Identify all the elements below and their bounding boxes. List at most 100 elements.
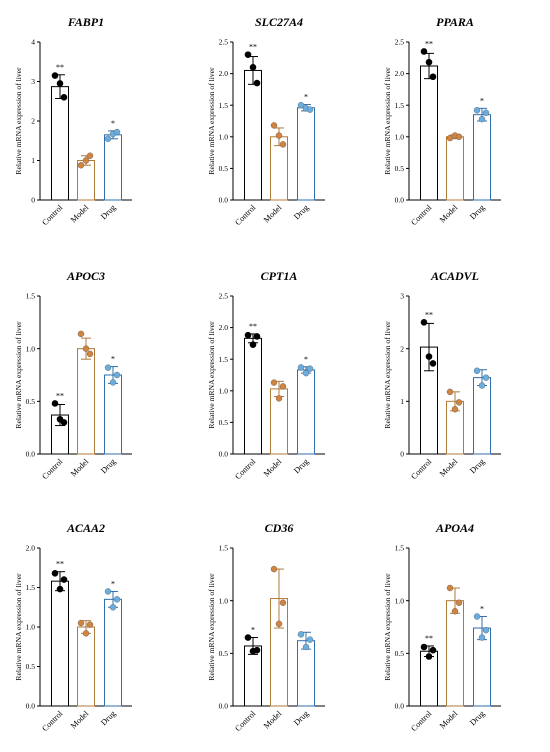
x-tick-label: Control (40, 457, 65, 482)
significance-marker: * (480, 604, 484, 613)
data-point (482, 374, 490, 381)
data-point (82, 157, 90, 164)
bar-control (51, 580, 69, 707)
data-point (51, 72, 59, 79)
y-tick-label: 1.5 (26, 292, 36, 301)
y-axis-label: Relative mRNA expression of liver (14, 321, 23, 429)
data-point (482, 109, 490, 116)
x-tick-label: Drug (468, 203, 486, 221)
data-point (478, 382, 486, 389)
data-point (429, 73, 437, 81)
significance-marker: ** (249, 322, 257, 331)
panel-title: ACADVL (430, 269, 479, 283)
data-point (113, 128, 121, 136)
x-tick-label: Drug (99, 709, 117, 727)
data-point (473, 107, 481, 114)
data-point (455, 399, 463, 406)
x-tick-label: Drug (292, 203, 310, 221)
data-point (446, 388, 454, 396)
data-point (113, 371, 121, 379)
significance-marker: ** (249, 43, 257, 52)
data-point (478, 634, 486, 641)
x-tick-label: Drug (292, 709, 310, 727)
y-tick-label: 2.0 (219, 323, 229, 332)
y-tick-label: 4 (31, 38, 35, 47)
data-point (446, 584, 454, 592)
x-tick-label: Drug (292, 457, 310, 475)
x-tick-label: Model (69, 709, 91, 731)
bar-drug (104, 374, 122, 455)
data-point (56, 80, 64, 87)
y-tick-label: 3 (400, 292, 404, 301)
y-tick-label: 1.0 (395, 596, 405, 605)
y-tick-label: 1 (31, 156, 35, 165)
data-point (279, 141, 287, 148)
data-point (109, 604, 117, 611)
panel-acadvl: ACADVL Relative mRNA expression of liver 0… (383, 269, 501, 481)
data-point (455, 133, 463, 141)
y-tick-label: 1 (400, 397, 404, 406)
y-tick-label: 2 (400, 344, 404, 353)
y-tick-label: 0 (31, 196, 35, 205)
data-point (60, 576, 68, 583)
y-tick-label: 2.0 (26, 544, 36, 553)
data-point (56, 585, 64, 593)
bar-control (51, 86, 69, 201)
panel-title: APOA4 (435, 521, 474, 535)
bar-control (244, 645, 262, 707)
x-tick-label: Control (409, 457, 434, 482)
data-point (60, 94, 68, 101)
y-tick-label: 1.5 (26, 583, 36, 592)
data-point (249, 341, 257, 348)
significance-marker: * (304, 355, 308, 364)
data-point (425, 653, 433, 660)
y-tick-label: 1.0 (26, 344, 36, 353)
x-tick-label: Model (69, 203, 91, 225)
x-tick-label: Drug (468, 457, 486, 475)
y-tick-label: 1.0 (395, 132, 405, 141)
x-tick-label: Drug (468, 709, 486, 727)
bar-model (446, 600, 464, 707)
x-tick-label: Control (233, 709, 258, 734)
data-point (253, 79, 261, 87)
significance-marker: * (480, 96, 484, 105)
y-tick-label: 0.5 (219, 164, 229, 173)
data-point (249, 63, 257, 71)
y-axis-label: Relative mRNA expression of liver (383, 573, 392, 681)
significance-marker: * (111, 119, 115, 128)
data-point (446, 134, 454, 142)
x-tick-label: Control (233, 457, 258, 482)
data-point (86, 350, 94, 358)
panel-fabp1: FABP1 Relative mRNA expression of liver 0 1… (14, 15, 132, 227)
significance-marker: * (304, 93, 308, 102)
bar-drug (104, 134, 122, 201)
y-tick-label: 2.5 (395, 38, 405, 47)
y-tick-label: 1.0 (219, 386, 229, 395)
y-tick-label: 1.5 (219, 101, 229, 110)
data-point (244, 51, 252, 58)
significance-marker: * (111, 579, 115, 588)
y-tick-label: 0.0 (219, 702, 229, 711)
data-point (82, 345, 90, 352)
bar-drug (297, 369, 315, 455)
data-point (104, 364, 112, 371)
data-point (279, 599, 287, 606)
x-tick-label: Model (438, 709, 460, 731)
data-point (302, 369, 310, 377)
y-axis-label: Relative mRNA expression of liver (207, 573, 216, 681)
data-point (275, 395, 283, 402)
data-point (77, 330, 85, 338)
panel-title: FABP1 (67, 15, 104, 29)
panel-title: CD36 (265, 521, 294, 535)
y-tick-label: 1.0 (219, 132, 229, 141)
data-point (86, 152, 94, 159)
y-tick-label: 0.5 (395, 649, 405, 658)
x-tick-label: Drug (99, 203, 117, 221)
panel-title: APOC3 (66, 269, 105, 283)
data-point (451, 406, 459, 413)
bar-control (244, 69, 262, 201)
panel-slc27a4: SLC27A4 Relative mRNA expression of liver… (207, 15, 325, 227)
bar-drug (473, 114, 491, 201)
